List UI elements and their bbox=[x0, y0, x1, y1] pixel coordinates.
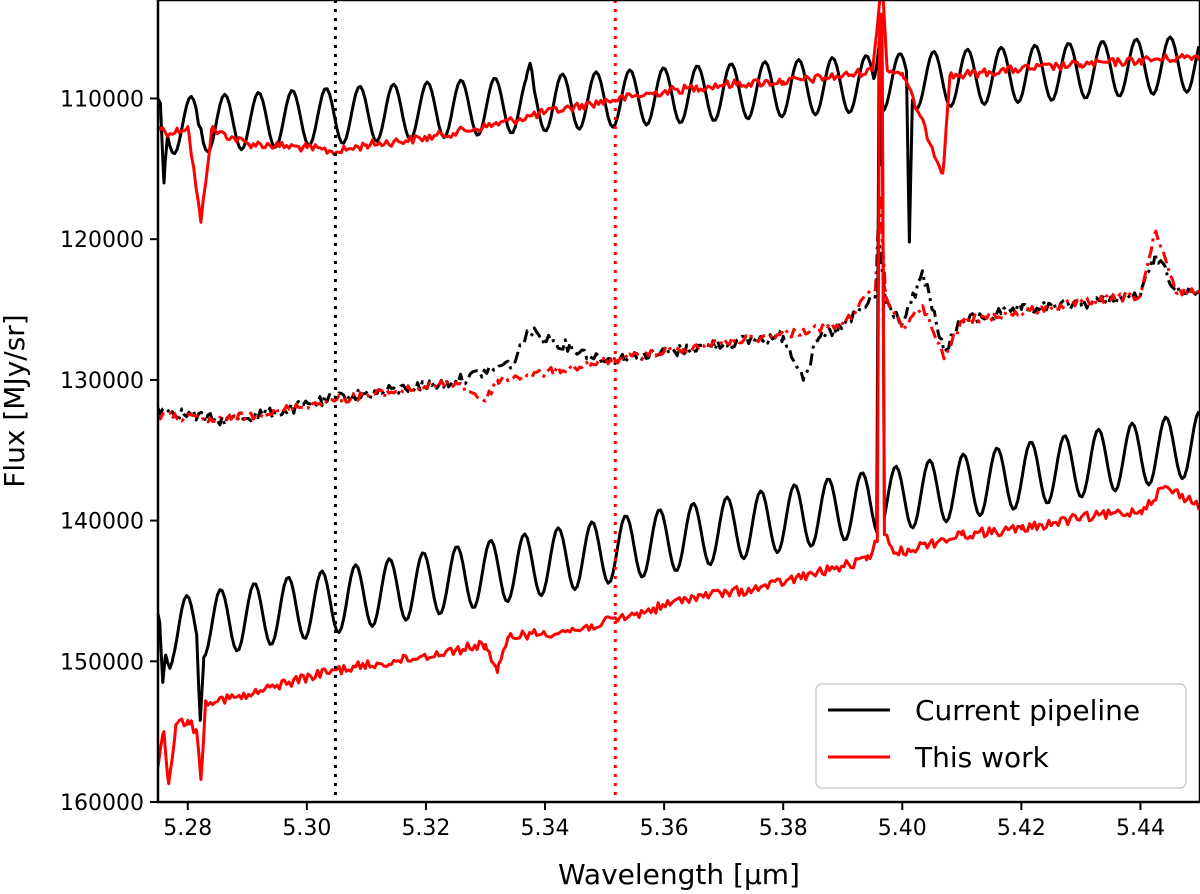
legend-box bbox=[815, 683, 1187, 789]
y-tick-label: 120000 bbox=[60, 228, 144, 253]
series-line-this-work-middle bbox=[158, 192, 1200, 424]
series-line-current-pipeline-bottom bbox=[158, 40, 1200, 722]
y-tick-label: 160000 bbox=[60, 791, 144, 816]
x-axis-label: Wavelength [μm] bbox=[558, 858, 800, 891]
plot-frame bbox=[156, 0, 1200, 804]
y-tick-label: 130000 bbox=[60, 369, 144, 394]
y-tick-label: 110000 bbox=[60, 87, 144, 112]
y-axis-ticks: 110000 120000 130000 140000 150000 160000 bbox=[60, 87, 158, 816]
series-line-current-pipeline-middle bbox=[158, 244, 1200, 427]
x-tick-label: 5.28 bbox=[163, 816, 212, 841]
x-tick-label: 5.32 bbox=[401, 816, 450, 841]
x-tick-label: 5.30 bbox=[282, 816, 331, 841]
y-tick-label: 140000 bbox=[60, 510, 144, 535]
x-tick-label: 5.40 bbox=[878, 816, 927, 841]
x-tick-label: 5.44 bbox=[1116, 816, 1165, 841]
x-tick-label: 5.38 bbox=[759, 816, 808, 841]
x-axis-ticks: 5.28 5.30 5.32 5.34 5.36 5.38 5.40 5.42 5.44 bbox=[163, 802, 1165, 841]
x-tick-label: 5.34 bbox=[521, 816, 570, 841]
legend-label-current-pipeline: Current pipeline bbox=[915, 694, 1140, 727]
series-line-current-pipeline-top bbox=[158, 35, 1200, 244]
y-tick-label: 150000 bbox=[60, 650, 144, 675]
series-layer bbox=[158, 0, 1200, 786]
legend-label-this-work: This work bbox=[914, 741, 1050, 774]
series-line-this-work-bottom bbox=[158, 12, 1200, 786]
x-tick-label: 5.36 bbox=[640, 816, 689, 841]
legend: Current pipeline This work bbox=[815, 683, 1187, 789]
x-tick-label: 5.42 bbox=[997, 816, 1046, 841]
series-line-this-work-top bbox=[158, 0, 1200, 224]
reference-lines bbox=[333, 0, 617, 802]
y-axis-label: Flux [MJy/sr] bbox=[0, 314, 31, 487]
